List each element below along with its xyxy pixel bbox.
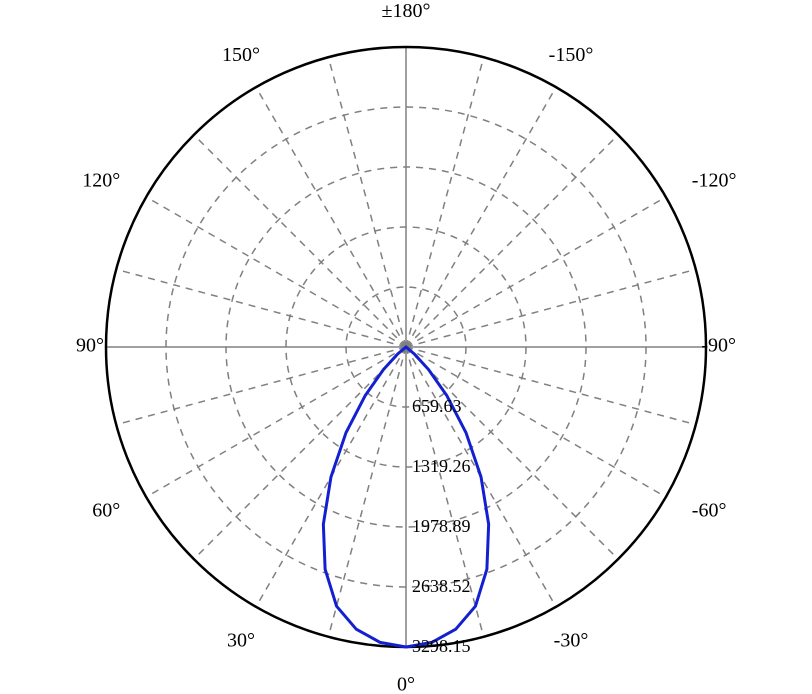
polar-chart: 659.63 1319.26 1978.89 2638.52 3298.15 ±180° -… [0, 0, 812, 694]
angle-label: 120° [82, 170, 120, 192]
radial-label: 1978.89 [412, 516, 471, 536]
angle-label: -60° [692, 500, 727, 522]
angle-label: -90° [701, 335, 736, 357]
angle-label: 150° [222, 44, 260, 66]
angle-label: ±180° [382, 0, 431, 22]
radial-label: 1319.26 [412, 456, 471, 476]
angle-label: 60° [92, 500, 120, 522]
angle-label: -150° [549, 44, 594, 66]
angle-label: 0° [397, 674, 415, 694]
radial-label: 3298.15 [412, 636, 471, 656]
angle-label: -120° [692, 170, 737, 192]
angle-label: 90° [76, 335, 104, 357]
radial-label: 2638.52 [412, 576, 471, 596]
angle-label: 30° [227, 629, 255, 651]
angle-label: -30° [554, 629, 589, 651]
radial-label: 659.63 [412, 396, 462, 416]
